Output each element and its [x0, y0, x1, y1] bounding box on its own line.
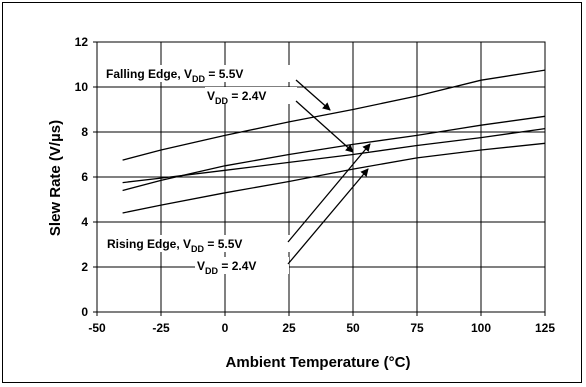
- rising-edge-arrow: [287, 143, 371, 243]
- series-lines: [122, 69, 546, 214]
- y-tick-label: 10: [75, 80, 89, 94]
- rising-edge-prefix: Rising Edge, V: [107, 237, 191, 251]
- x-tick-label: 25: [282, 321, 296, 335]
- rising-edge-2v4-prefix: V: [197, 259, 205, 273]
- rising-edge-2v4-label: VDD = 2.4V: [197, 259, 256, 276]
- falling-edge-prefix: Falling Edge, V: [106, 67, 192, 81]
- x-tick-label: 50: [346, 321, 360, 335]
- x-tick-label: -50: [88, 321, 106, 335]
- x-tick-label: 100: [471, 321, 491, 335]
- rising-edge-2v4-sub: DD: [205, 266, 218, 276]
- x-tick-label: -25: [152, 321, 170, 335]
- series-line-1: [122, 69, 546, 161]
- falling-edge-label: Falling Edge, VDD = 5.5V: [106, 67, 243, 84]
- series-line-4: [122, 142, 546, 214]
- falling-edge-suffix: = 5.5V: [205, 67, 243, 81]
- y-tick-label: 0: [81, 305, 88, 319]
- annotations: Falling Edge, VDD = 5.5V VDD = 2.4V Risi…: [104, 65, 371, 276]
- y-tick-label: 12: [75, 35, 89, 49]
- grid-lines: [93, 41, 546, 316]
- rising-edge-2v4-suffix: = 2.4V: [218, 259, 256, 273]
- falling-edge-sub: DD: [192, 74, 205, 84]
- y-axis-title: Slew Rate (V/µs): [47, 120, 64, 236]
- falling-edge-arrow: [295, 79, 331, 111]
- x-axis-title: Ambient Temperature (°C): [226, 354, 411, 371]
- plot-area-border: [96, 41, 546, 313]
- y-tick-label: 2: [81, 260, 88, 274]
- falling-edge-2v4-suffix: = 2.4V: [228, 89, 266, 103]
- falling-edge-2v4-sub: DD: [215, 96, 228, 106]
- x-tick-label: 0: [222, 321, 229, 335]
- rising-edge-sub: DD: [191, 244, 204, 254]
- falling-label-bg: [104, 65, 298, 82]
- x-tick-label: 75: [410, 321, 424, 335]
- y-tick-label: 6: [81, 170, 88, 184]
- series-line-2: [122, 115, 546, 192]
- rising-edge-suffix: = 5.5V: [204, 237, 242, 251]
- rising2-label-bg: [195, 257, 289, 274]
- rising-label-bg: [105, 235, 290, 252]
- y-tick-label: 4: [81, 215, 88, 229]
- y-tick-label: 8: [81, 125, 88, 139]
- falling2-label-bg: [205, 87, 297, 104]
- tick-labels: -50 -25 0 25 50 75 100 125 0 2 4 6 8 10 12: [75, 35, 556, 335]
- falling-edge-2v4-arrow: [295, 100, 354, 153]
- rising-edge-label: Rising Edge, VDD = 5.5V: [107, 237, 242, 254]
- x-tick-label: 125: [535, 321, 555, 335]
- falling-edge-2v4-label: VDD = 2.4V: [207, 89, 266, 106]
- rising-edge-2v4-arrow: [287, 168, 369, 265]
- series-line-3: [122, 127, 546, 184]
- falling-edge-2v4-prefix: V: [207, 89, 215, 103]
